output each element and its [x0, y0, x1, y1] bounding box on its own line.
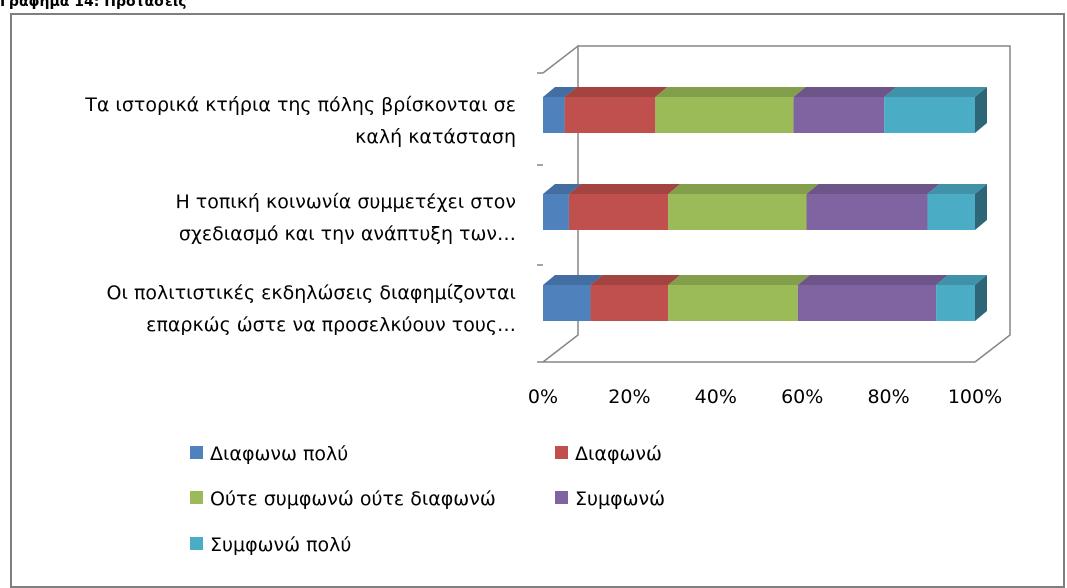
- legend-swatch: [190, 446, 203, 459]
- x-tick-label: 40%: [695, 386, 737, 408]
- legend-label: Συμφωνώ: [575, 488, 665, 510]
- bar-segment: [564, 97, 656, 133]
- category-label: Οι πολιτιστικές εκδηλώσεις διαφημίζονται: [107, 282, 516, 304]
- category-label: Η τοπική κοινωνία συμμετέχει στον: [175, 191, 516, 213]
- bar-segment: [806, 194, 928, 230]
- category-label: σχεδιασμό και την ανάπτυξη των…: [179, 223, 516, 245]
- legend: Διαφωνω πολύ Διαφωνώ Ούτε συμφωνώ ούτε δια…: [190, 443, 665, 556]
- bar-top-face: [668, 184, 819, 194]
- bar-segment: [543, 194, 569, 230]
- bar-segment: [793, 97, 885, 133]
- legend-swatch: [555, 446, 568, 459]
- bar-side-face: [975, 87, 987, 133]
- bar-segment: [590, 285, 669, 321]
- x-tick-label: 20%: [608, 386, 650, 408]
- bar-segment: [884, 97, 975, 133]
- legend-label: Ούτε συμφωνώ ούτε διαφωνώ: [210, 488, 496, 510]
- bar-top-face: [543, 184, 581, 194]
- x-tick-label: 60%: [781, 386, 823, 408]
- bar-segment: [668, 285, 798, 321]
- bar-top-face: [884, 87, 987, 97]
- bar-segment: [927, 194, 975, 230]
- bar-segment: [543, 285, 591, 321]
- bar-top-face: [543, 87, 577, 97]
- bar-segment: [668, 194, 807, 230]
- legend-label: Συμφωνώ πολύ: [210, 534, 351, 556]
- bar-top-face: [806, 184, 940, 194]
- category-label: καλή κατάσταση: [355, 126, 516, 148]
- x-tick-label: 80%: [867, 386, 909, 408]
- bar-side-face: [975, 275, 987, 321]
- x-tick-label: 0%: [528, 386, 558, 408]
- legend-swatch: [190, 491, 203, 504]
- category-labels: Τα ιστορικά κτήρια της πόλης βρίσκονται …: [84, 94, 516, 336]
- bar-segment: [797, 285, 937, 321]
- back-wall: [578, 45, 1011, 363]
- bar-top-face: [668, 275, 810, 285]
- bar-segment: [655, 97, 794, 133]
- bar-top-face: [936, 275, 987, 285]
- bar-top-face: [655, 87, 806, 97]
- bar-top-face: [543, 275, 603, 285]
- x-tick-label: 100%: [948, 386, 1002, 408]
- bars-layer: [543, 87, 987, 321]
- bar-segment: [543, 97, 565, 133]
- category-label: Τα ιστορικά κτήρια της πόλης βρίσκονται …: [84, 94, 516, 116]
- category-label: επαρκώς ώστε να προσελκύουν τους…: [146, 314, 516, 336]
- bar-top-face: [590, 275, 681, 285]
- legend-swatch: [555, 491, 568, 504]
- x-tick-labels: 0% 20% 40% 60% 80% 100%: [528, 386, 1002, 408]
- bar-side-face: [975, 184, 987, 230]
- bar-top-face: [564, 87, 668, 97]
- figure-caption: Γράφημα 14: Προτάσεις: [0, 0, 187, 10]
- bar-top-face: [793, 87, 897, 97]
- bar-segment: [936, 285, 975, 321]
- legend-swatch: [190, 537, 203, 550]
- bar-top-face: [568, 184, 681, 194]
- bar-segment: [568, 194, 669, 230]
- legend-label: Διαφωνω πολύ: [210, 443, 348, 465]
- bar-top-face: [797, 275, 949, 285]
- legend-label: Διαφωνώ: [575, 443, 662, 465]
- bar-top-face: [927, 184, 987, 194]
